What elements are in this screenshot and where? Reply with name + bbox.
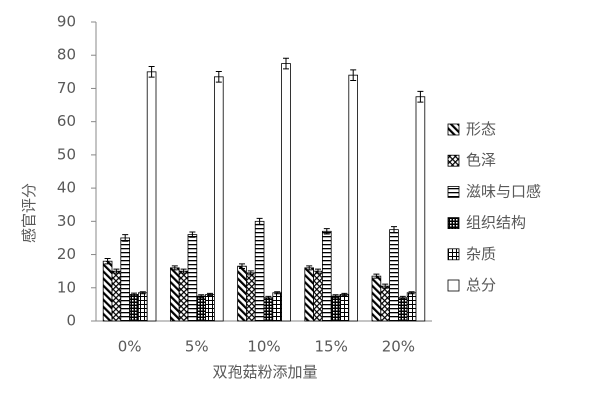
legend-swatch (447, 123, 460, 136)
error-bar (373, 273, 380, 279)
error-bar (323, 228, 330, 235)
error-bar (399, 295, 406, 300)
error-bar (350, 69, 357, 81)
bar (371, 275, 382, 322)
y-tick-label: 20 (57, 245, 76, 263)
y-tick-label: 40 (57, 179, 76, 197)
bar (129, 294, 139, 322)
error-bar (122, 234, 129, 242)
bar (120, 237, 131, 322)
error-bar (171, 265, 178, 271)
y-tick-label: 30 (57, 212, 76, 230)
y-tick-label: 10 (57, 278, 76, 296)
bar (213, 76, 224, 322)
error-bar (113, 268, 120, 274)
y-tick-label: 50 (57, 145, 76, 163)
error-bar (265, 295, 272, 300)
bar (348, 74, 358, 322)
legend-label: 杂质 (466, 245, 496, 263)
bar (111, 270, 122, 322)
bar (281, 63, 291, 322)
error-bar (207, 292, 213, 296)
bar (406, 292, 417, 322)
y-tick-label: 80 (57, 46, 76, 64)
error-bar (283, 57, 289, 70)
bar (146, 71, 157, 322)
legend-label: 总分 (466, 276, 496, 294)
error-bar (215, 71, 222, 83)
x-tick-label: 5% (185, 338, 209, 356)
error-bar (274, 291, 281, 295)
bar (321, 230, 332, 322)
bar (415, 96, 426, 322)
error-bar (139, 291, 146, 295)
error-bar (198, 294, 205, 298)
legend-swatch (447, 217, 460, 230)
bar (187, 234, 198, 322)
error-bar (332, 294, 339, 298)
bar (380, 285, 390, 322)
error-bar (131, 292, 137, 297)
error-bar (247, 270, 254, 276)
error-bar (180, 268, 187, 274)
bar (137, 292, 148, 322)
y-tick-label: 70 (57, 79, 76, 97)
x-tick-label: 10% (247, 338, 280, 356)
error-bar (408, 291, 415, 295)
bar (254, 220, 265, 322)
bar (313, 270, 323, 322)
bar (237, 265, 247, 322)
bar (178, 270, 189, 322)
y-tick-label: 0 (66, 312, 76, 330)
bar (263, 297, 274, 322)
bar (102, 260, 113, 322)
bar (196, 295, 207, 322)
legend-swatch (447, 185, 460, 198)
error-bar (148, 66, 155, 78)
legend-label: 组织结构 (466, 214, 526, 232)
y-tick-label: 90 (57, 13, 76, 31)
error-bar (341, 292, 348, 296)
legend-label: 色泽 (466, 151, 496, 169)
legend-label: 形态 (466, 120, 496, 138)
bar (304, 267, 314, 322)
error-bar (239, 263, 245, 270)
bar (205, 294, 215, 322)
legend-swatch (447, 248, 460, 261)
x-axis-label: 双孢菇粉添加量 (212, 363, 317, 381)
y-axis-label: 感官评分 (20, 183, 38, 243)
bar (389, 229, 399, 322)
error-bar (306, 265, 313, 271)
error-bar (417, 90, 424, 103)
legend-swatch (447, 154, 460, 167)
bar (397, 297, 408, 322)
error-bar (391, 226, 397, 234)
error-bar (189, 231, 196, 238)
x-tick-label: 0% (118, 338, 142, 356)
legend-swatch (447, 279, 460, 292)
y-tick-label: 60 (57, 112, 76, 130)
bar (169, 267, 180, 322)
bar (339, 294, 350, 322)
error-bar (256, 217, 263, 225)
error-bar (382, 283, 389, 289)
bar (272, 292, 282, 322)
bar (330, 295, 341, 322)
bar (245, 272, 256, 322)
legend-label: 滋味与口感 (466, 182, 541, 200)
error-bar (315, 268, 321, 274)
error-bar (104, 258, 111, 265)
x-tick-label: 20% (382, 338, 415, 356)
x-tick-label: 15% (315, 338, 348, 356)
